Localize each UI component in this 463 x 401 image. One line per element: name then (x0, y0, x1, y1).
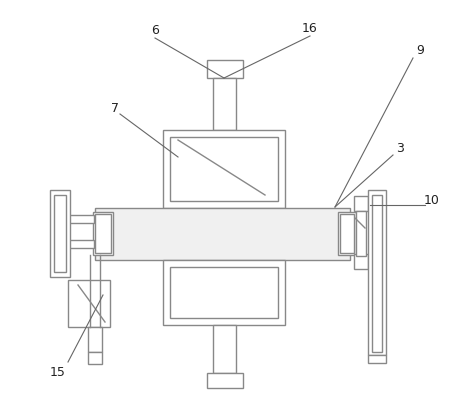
Bar (95, 214, 111, 253)
Bar (367, 355, 385, 363)
Text: 7: 7 (111, 101, 119, 115)
Bar (88, 352, 102, 364)
Bar (50, 190, 70, 277)
Bar (68, 240, 94, 248)
Bar (88, 327, 102, 352)
Text: 9: 9 (415, 43, 423, 57)
Bar (213, 78, 236, 130)
Bar (367, 190, 385, 355)
Bar (163, 260, 284, 325)
Text: 6: 6 (151, 24, 159, 36)
Bar (163, 130, 284, 208)
Bar (95, 208, 349, 260)
Text: 15: 15 (50, 365, 66, 379)
Bar (355, 211, 365, 256)
Bar (54, 195, 66, 272)
Bar (169, 137, 277, 201)
Bar (371, 195, 381, 352)
Bar (353, 254, 367, 269)
Bar (206, 373, 243, 388)
Bar (206, 60, 243, 78)
Bar (68, 280, 110, 327)
Bar (68, 215, 94, 223)
Bar (169, 267, 277, 318)
Bar (93, 212, 113, 255)
Bar (339, 214, 353, 253)
Text: 3: 3 (395, 142, 403, 154)
Text: 16: 16 (301, 22, 317, 34)
Bar (353, 196, 367, 211)
Text: 10: 10 (423, 194, 439, 207)
Bar (337, 212, 355, 255)
Bar (213, 325, 236, 373)
